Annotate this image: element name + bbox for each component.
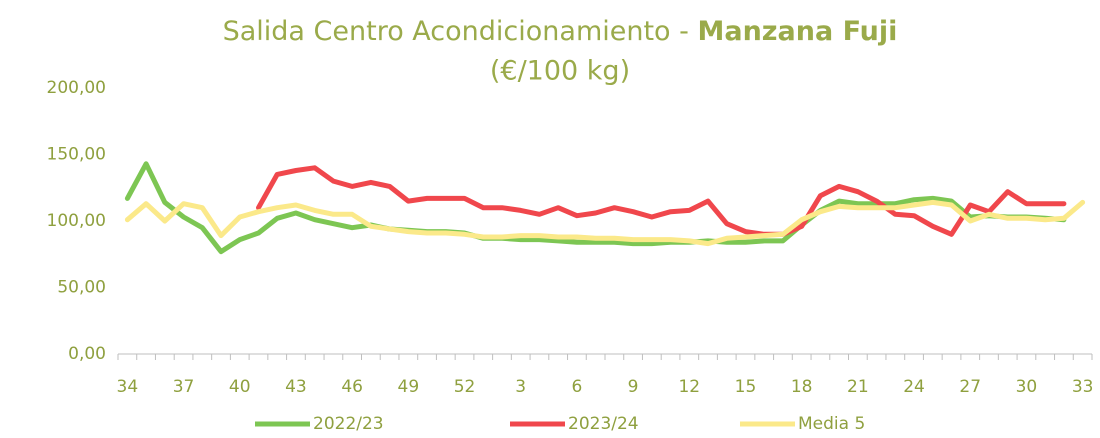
x-tick-label: 6 xyxy=(571,377,582,397)
legend-label: Media 5 xyxy=(798,414,865,434)
x-tick-label: 46 xyxy=(341,377,363,397)
x-tick-label: 30 xyxy=(1016,377,1038,397)
y-tick-label: 0,00 xyxy=(68,344,106,364)
x-tick-label: 34 xyxy=(117,377,139,397)
y-tick-label: 150,00 xyxy=(47,145,106,165)
x-tick-label: 43 xyxy=(285,377,307,397)
x-tick-label: 37 xyxy=(173,377,195,397)
line-series xyxy=(124,161,1067,255)
x-tick-label: 27 xyxy=(959,377,981,397)
y-tick-label: 100,00 xyxy=(47,211,106,231)
chart-subtitle: (€/100 kg) xyxy=(490,56,630,87)
x-tick-label: 52 xyxy=(454,377,476,397)
x-tick-label: 49 xyxy=(398,377,420,397)
title-text: Salida Centro Acondicionamiento - xyxy=(223,16,698,47)
line-series xyxy=(256,165,1067,237)
x-tick-label: 40 xyxy=(229,377,251,397)
chart-title: Salida Centro Acondicionamiento - Manzan… xyxy=(223,16,898,47)
title-bold: Manzana Fuji xyxy=(697,16,897,47)
legend-label: 2023/24 xyxy=(568,414,639,434)
x-tick-label: 3 xyxy=(515,377,526,397)
x-tick-label: 33 xyxy=(1072,377,1094,397)
legend-label: 2022/23 xyxy=(313,414,384,434)
x-tick-label: 9 xyxy=(628,377,639,397)
x-tick-label: 12 xyxy=(678,377,700,397)
y-tick-label: 50,00 xyxy=(57,278,106,298)
line-series xyxy=(124,199,1086,247)
x-tick-label: 21 xyxy=(847,377,869,397)
y-tick-label: 200,00 xyxy=(47,78,106,98)
x-tick-label: 24 xyxy=(903,377,925,397)
x-tick-label: 15 xyxy=(735,377,757,397)
x-tick-label: 18 xyxy=(791,377,813,397)
